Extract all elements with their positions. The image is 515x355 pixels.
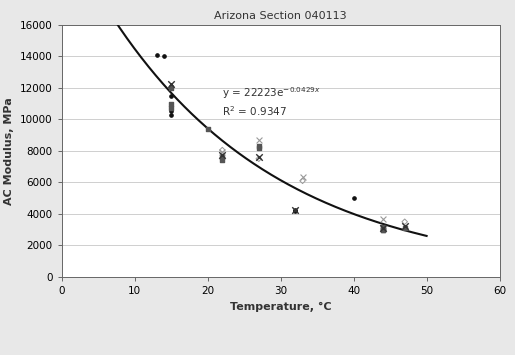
Point [350,195,358,201]
Point [167,101,175,106]
Point [401,224,409,229]
Point [379,224,387,230]
Point [255,143,263,149]
Point [167,85,175,91]
Point [167,105,175,111]
Point [218,154,227,160]
Point [255,137,263,143]
Point [299,174,307,180]
Point [167,109,175,114]
Point [167,81,175,87]
Point [152,52,161,58]
Point [255,156,263,162]
Point [255,145,263,151]
Point [379,225,387,231]
Point [218,152,227,158]
Point [255,154,263,160]
Text: R$^2$ = 0.9347: R$^2$ = 0.9347 [222,104,287,118]
Point [291,208,299,214]
Point [291,207,299,213]
Point [218,147,227,153]
Point [218,149,227,154]
Point [299,178,307,184]
Point [401,219,409,225]
Point [379,225,387,231]
Point [379,227,387,233]
Point [203,126,212,132]
Point [291,207,299,213]
Text: y = 22223e$^{-0.0429x}$: y = 22223e$^{-0.0429x}$ [222,86,321,101]
Point [160,54,168,59]
Point [167,112,175,118]
Point [218,157,227,162]
Point [401,225,409,231]
Point [379,228,387,233]
Point [167,83,175,89]
Y-axis label: AC Modulus, MPa: AC Modulus, MPa [5,97,14,205]
Point [167,93,175,99]
Point [379,216,387,222]
Title: Arizona Section 040113: Arizona Section 040113 [214,11,347,21]
X-axis label: Temperature, °C: Temperature, °C [230,301,332,312]
